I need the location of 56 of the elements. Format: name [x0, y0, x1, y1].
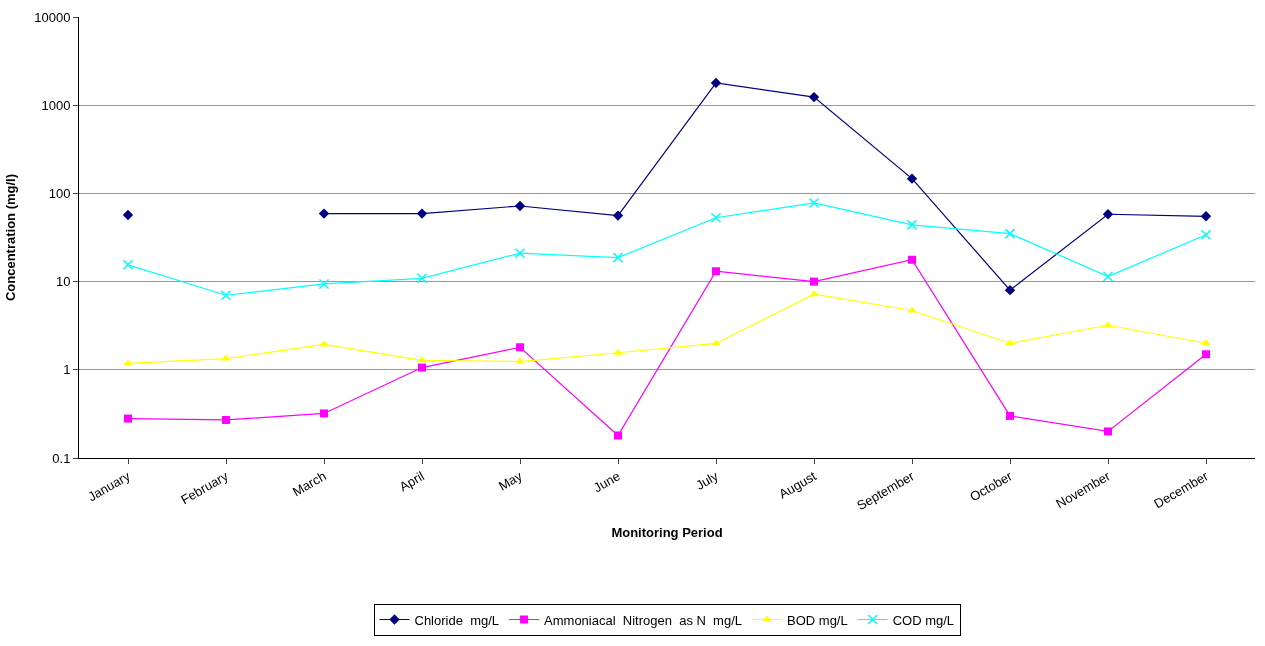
- point: [1200, 229, 1212, 240]
- point: [710, 212, 722, 223]
- point: [514, 247, 526, 259]
- point: [222, 415, 230, 424]
- point: [908, 255, 916, 264]
- point: [613, 348, 623, 355]
- point: [1004, 228, 1016, 239]
- y-tick-label: 0.1: [52, 450, 71, 466]
- point: [122, 259, 134, 271]
- y-tick-label: 10: [55, 274, 71, 290]
- y-tick-label: 100: [48, 185, 71, 201]
- point: [612, 252, 624, 263]
- point: [416, 273, 428, 284]
- point: [318, 278, 330, 290]
- point: [1004, 284, 1016, 296]
- y-axis-title: Concentration (mg/l): [3, 173, 19, 302]
- point: [810, 277, 818, 286]
- point: [808, 91, 820, 103]
- point: [906, 173, 918, 184]
- point: [1102, 209, 1114, 220]
- point: [712, 267, 720, 276]
- point: [1202, 350, 1210, 359]
- x-tick-label: April: [396, 468, 427, 495]
- point: [320, 409, 328, 418]
- point: [906, 219, 918, 231]
- point: [808, 197, 820, 209]
- y-tick-label: 10000: [34, 9, 71, 25]
- point: [1102, 271, 1114, 282]
- point: [124, 414, 132, 423]
- legend-label: Ammoniacal Nitrogen as N mg/L: [544, 612, 743, 628]
- x-axis-title: Monitoring Period: [611, 524, 723, 540]
- point: [221, 354, 231, 361]
- point: [1200, 211, 1212, 222]
- point: [710, 77, 722, 89]
- y-tick-label: 1000: [41, 97, 71, 113]
- x-tick-label: July: [693, 468, 722, 493]
- point: [416, 208, 428, 219]
- legend-label: COD mg/L: [892, 612, 955, 628]
- point: [612, 210, 624, 221]
- point: [1104, 427, 1112, 436]
- point: [418, 363, 426, 372]
- legend-label: BOD mg/L: [787, 612, 848, 628]
- point: [122, 209, 134, 221]
- point: [318, 208, 330, 219]
- x-tick-label: June: [590, 468, 623, 496]
- point: [1006, 411, 1014, 420]
- point: [516, 343, 524, 352]
- legend-label: Chloride mg/L: [414, 612, 500, 628]
- point: [614, 431, 622, 440]
- point: [809, 290, 819, 297]
- point: [515, 357, 525, 364]
- point: [514, 200, 526, 212]
- x-tick-label: May: [495, 468, 526, 494]
- point: [220, 290, 232, 301]
- point: [907, 306, 917, 313]
- y-tick-label: 1: [63, 362, 71, 378]
